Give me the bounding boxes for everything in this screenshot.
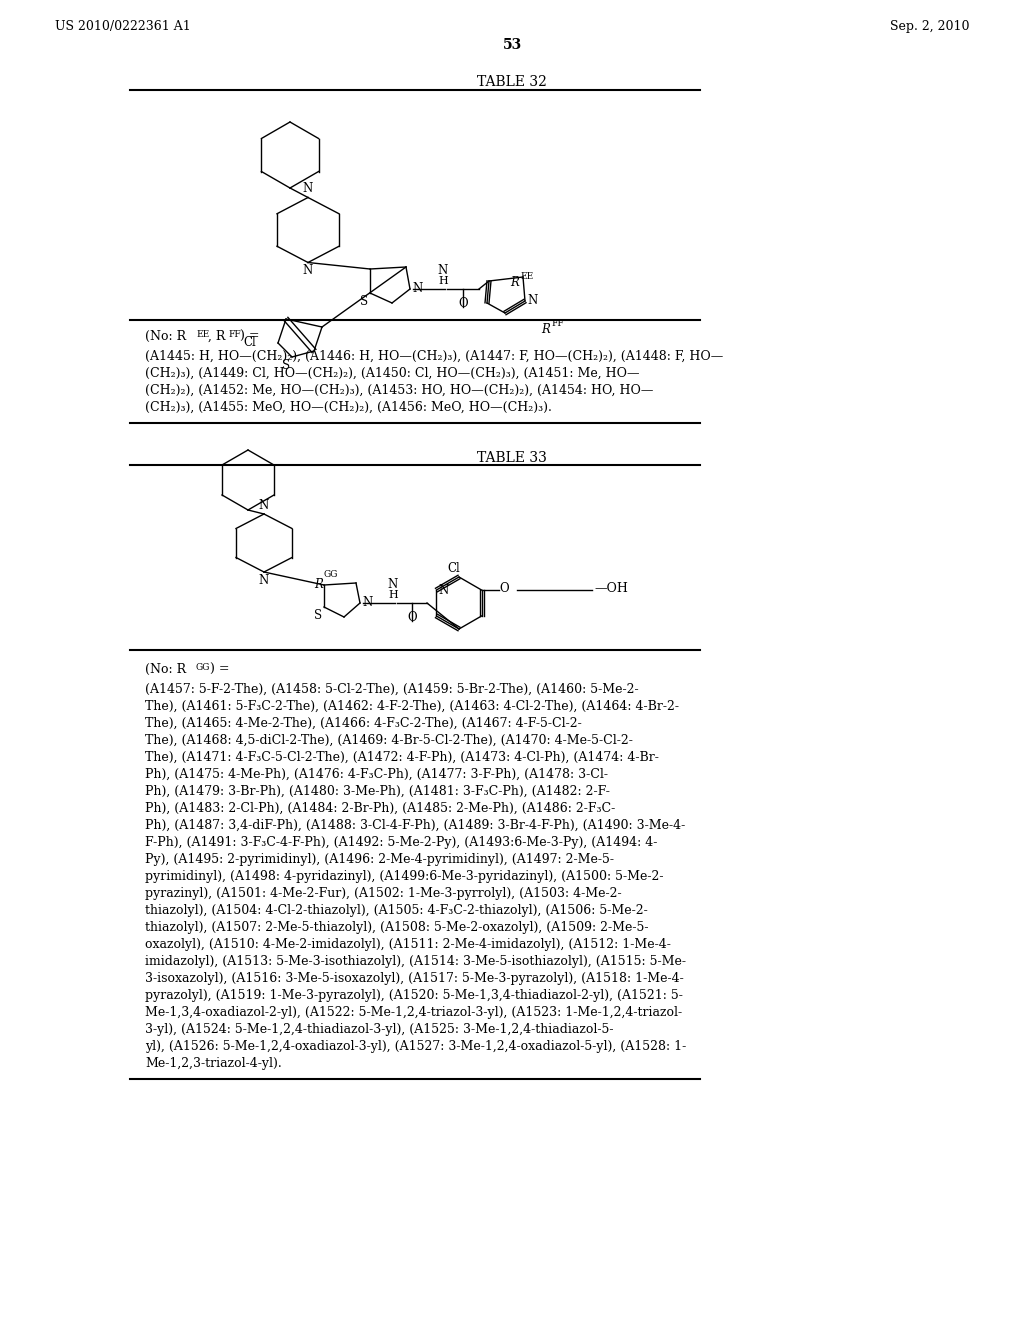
Text: Me-1,3,4-oxadiazol-2-yl), (A1522: 5-Me-1,2,4-triazol-3-yl), (A1523: 1-Me-1,2,4-t: Me-1,3,4-oxadiazol-2-yl), (A1522: 5-Me-1…	[145, 1006, 682, 1019]
Text: F-Ph), (A1491: 3-F₃C-4-F-Ph), (A1492: 5-Me-2-Py), (A1493:6-Me-3-Py), (A1494: 4-: F-Ph), (A1491: 3-F₃C-4-F-Ph), (A1492: 5-…	[145, 836, 657, 849]
Text: (CH₂)₂), (A1452: Me, HO—(CH₂)₃), (A1453: HO, HO—(CH₂)₂), (A1454: HO, HO—: (CH₂)₂), (A1452: Me, HO—(CH₂)₃), (A1453:…	[145, 384, 653, 397]
Text: (A1457: 5-F-2-The), (A1458: 5-Cl-2-The), (A1459: 5-Br-2-The), (A1460: 5-Me-2-: (A1457: 5-F-2-The), (A1458: 5-Cl-2-The),…	[145, 682, 639, 696]
Text: N: N	[438, 583, 449, 597]
Text: (A1445: H, HO—(CH₂)₂), (A1446: H, HO—(CH₂)₃), (A1447: F, HO—(CH₂)₂), (A1448: F, : (A1445: H, HO—(CH₂)₂), (A1446: H, HO—(CH…	[145, 350, 723, 363]
Text: GG: GG	[196, 663, 211, 672]
Text: R: R	[314, 578, 323, 591]
Text: —OH: —OH	[595, 582, 629, 594]
Text: Ph), (A1487: 3,4-diF-Ph), (A1488: 3-Cl-4-F-Ph), (A1489: 3-Br-4-F-Ph), (A1490: 3-: Ph), (A1487: 3,4-diF-Ph), (A1488: 3-Cl-4…	[145, 818, 685, 832]
Text: ) =: ) =	[240, 330, 259, 343]
Text: 53: 53	[503, 38, 521, 51]
Text: R: R	[510, 276, 519, 289]
Text: N: N	[303, 182, 313, 195]
Text: EE: EE	[196, 330, 209, 339]
Text: 3-isoxazolyl), (A1516: 3-Me-5-isoxazolyl), (A1517: 5-Me-3-pyrazolyl), (A1518: 1-: 3-isoxazolyl), (A1516: 3-Me-5-isoxazolyl…	[145, 972, 684, 985]
Text: oxazolyl), (A1510: 4-Me-2-imidazolyl), (A1511: 2-Me-4-imidazolyl), (A1512: 1-Me-: oxazolyl), (A1510: 4-Me-2-imidazolyl), (…	[145, 939, 671, 950]
Text: pyrimidinyl), (A1498: 4-pyridazinyl), (A1499:6-Me-3-pyridazinyl), (A1500: 5-Me-2: pyrimidinyl), (A1498: 4-pyridazinyl), (A…	[145, 870, 664, 883]
Text: O: O	[408, 611, 417, 624]
Text: N: N	[438, 264, 449, 277]
Text: 3-yl), (A1524: 5-Me-1,2,4-thiadiazol-3-yl), (A1525: 3-Me-1,2,4-thiadiazol-5-: 3-yl), (A1524: 5-Me-1,2,4-thiadiazol-3-y…	[145, 1023, 613, 1036]
Text: FF: FF	[228, 330, 241, 339]
Text: GG: GG	[324, 570, 339, 579]
Text: Sep. 2, 2010: Sep. 2, 2010	[890, 20, 969, 33]
Text: H: H	[388, 590, 398, 601]
Text: N: N	[303, 264, 313, 277]
Text: The), (A1468: 4,5-diCl-2-The), (A1469: 4-Br-5-Cl-2-The), (A1470: 4-Me-5-Cl-2-: The), (A1468: 4,5-diCl-2-The), (A1469: 4…	[145, 734, 633, 747]
Text: pyrazolyl), (A1519: 1-Me-3-pyrazolyl), (A1520: 5-Me-1,3,4-thiadiazol-2-yl), (A15: pyrazolyl), (A1519: 1-Me-3-pyrazolyl), (…	[145, 989, 683, 1002]
Text: ) =: ) =	[210, 663, 229, 676]
Text: S: S	[314, 609, 322, 622]
Text: N: N	[388, 578, 398, 591]
Text: R: R	[541, 323, 550, 337]
Text: TABLE 33: TABLE 33	[477, 451, 547, 465]
Text: Ph), (A1479: 3-Br-Ph), (A1480: 3-Me-Ph), (A1481: 3-F₃C-Ph), (A1482: 2-F-: Ph), (A1479: 3-Br-Ph), (A1480: 3-Me-Ph),…	[145, 785, 610, 799]
Text: Ph), (A1475: 4-Me-Ph), (A1476: 4-F₃C-Ph), (A1477: 3-F-Ph), (A1478: 3-Cl-: Ph), (A1475: 4-Me-Ph), (A1476: 4-F₃C-Ph)…	[145, 768, 608, 781]
Text: pyrazinyl), (A1501: 4-Me-2-Fur), (A1502: 1-Me-3-pyrrolyl), (A1503: 4-Me-2-: pyrazinyl), (A1501: 4-Me-2-Fur), (A1502:…	[145, 887, 622, 900]
Text: Cl: Cl	[244, 337, 256, 350]
Text: thiazolyl), (A1507: 2-Me-5-thiazolyl), (A1508: 5-Me-2-oxazolyl), (A1509: 2-Me-5-: thiazolyl), (A1507: 2-Me-5-thiazolyl), (…	[145, 921, 648, 935]
Text: N: N	[412, 282, 422, 296]
Text: (CH₂)₃), (A1455: MeO, HO—(CH₂)₂), (A1456: MeO, HO—(CH₂)₃).: (CH₂)₃), (A1455: MeO, HO—(CH₂)₂), (A1456…	[145, 401, 552, 414]
Text: (No: R: (No: R	[145, 663, 186, 676]
Text: H: H	[438, 276, 447, 286]
Text: EE: EE	[520, 272, 534, 281]
Text: Cl: Cl	[447, 562, 461, 576]
Text: The), (A1471: 4-F₃C-5-Cl-2-The), (A1472: 4-F-Ph), (A1473: 4-Cl-Ph), (A1474: 4-Br: The), (A1471: 4-F₃C-5-Cl-2-The), (A1472:…	[145, 751, 658, 764]
Text: The), (A1461: 5-F₃C-2-The), (A1462: 4-F-2-The), (A1463: 4-Cl-2-The), (A1464: 4-B: The), (A1461: 5-F₃C-2-The), (A1462: 4-F-…	[145, 700, 679, 713]
Text: N: N	[362, 597, 373, 610]
Text: S: S	[282, 359, 290, 372]
Text: N: N	[259, 574, 269, 587]
Text: Py), (A1495: 2-pyrimidinyl), (A1496: 2-Me-4-pyrimidinyl), (A1497: 2-Me-5-: Py), (A1495: 2-pyrimidinyl), (A1496: 2-M…	[145, 853, 614, 866]
Text: O: O	[458, 297, 468, 310]
Text: S: S	[359, 294, 368, 308]
Text: (CH₂)₃), (A1449: Cl, HO—(CH₂)₂), (A1450: Cl, HO—(CH₂)₃), (A1451: Me, HO—: (CH₂)₃), (A1449: Cl, HO—(CH₂)₂), (A1450:…	[145, 367, 640, 380]
Text: N: N	[259, 499, 269, 512]
Text: Me-1,2,3-triazol-4-yl).: Me-1,2,3-triazol-4-yl).	[145, 1057, 282, 1071]
Text: Ph), (A1483: 2-Cl-Ph), (A1484: 2-Br-Ph), (A1485: 2-Me-Ph), (A1486: 2-F₃C-: Ph), (A1483: 2-Cl-Ph), (A1484: 2-Br-Ph),…	[145, 803, 615, 814]
Text: , R: , R	[208, 330, 225, 343]
Text: The), (A1465: 4-Me-2-The), (A1466: 4-F₃C-2-The), (A1467: 4-F-5-Cl-2-: The), (A1465: 4-Me-2-The), (A1466: 4-F₃C…	[145, 717, 582, 730]
Text: (No: R: (No: R	[145, 330, 186, 343]
Text: thiazolyl), (A1504: 4-Cl-2-thiazolyl), (A1505: 4-F₃C-2-thiazolyl), (A1506: 5-Me-: thiazolyl), (A1504: 4-Cl-2-thiazolyl), (…	[145, 904, 648, 917]
Text: yl), (A1526: 5-Me-1,2,4-oxadiazol-3-yl), (A1527: 3-Me-1,2,4-oxadiazol-5-yl), (A1: yl), (A1526: 5-Me-1,2,4-oxadiazol-3-yl),…	[145, 1040, 686, 1053]
Text: TABLE 32: TABLE 32	[477, 75, 547, 88]
Text: US 2010/0222361 A1: US 2010/0222361 A1	[55, 20, 190, 33]
Text: O: O	[500, 582, 509, 594]
Text: N: N	[527, 294, 538, 308]
Text: FF: FF	[551, 319, 564, 327]
Text: imidazolyl), (A1513: 5-Me-3-isothiazolyl), (A1514: 3-Me-5-isothiazolyl), (A1515:: imidazolyl), (A1513: 5-Me-3-isothiazolyl…	[145, 954, 686, 968]
